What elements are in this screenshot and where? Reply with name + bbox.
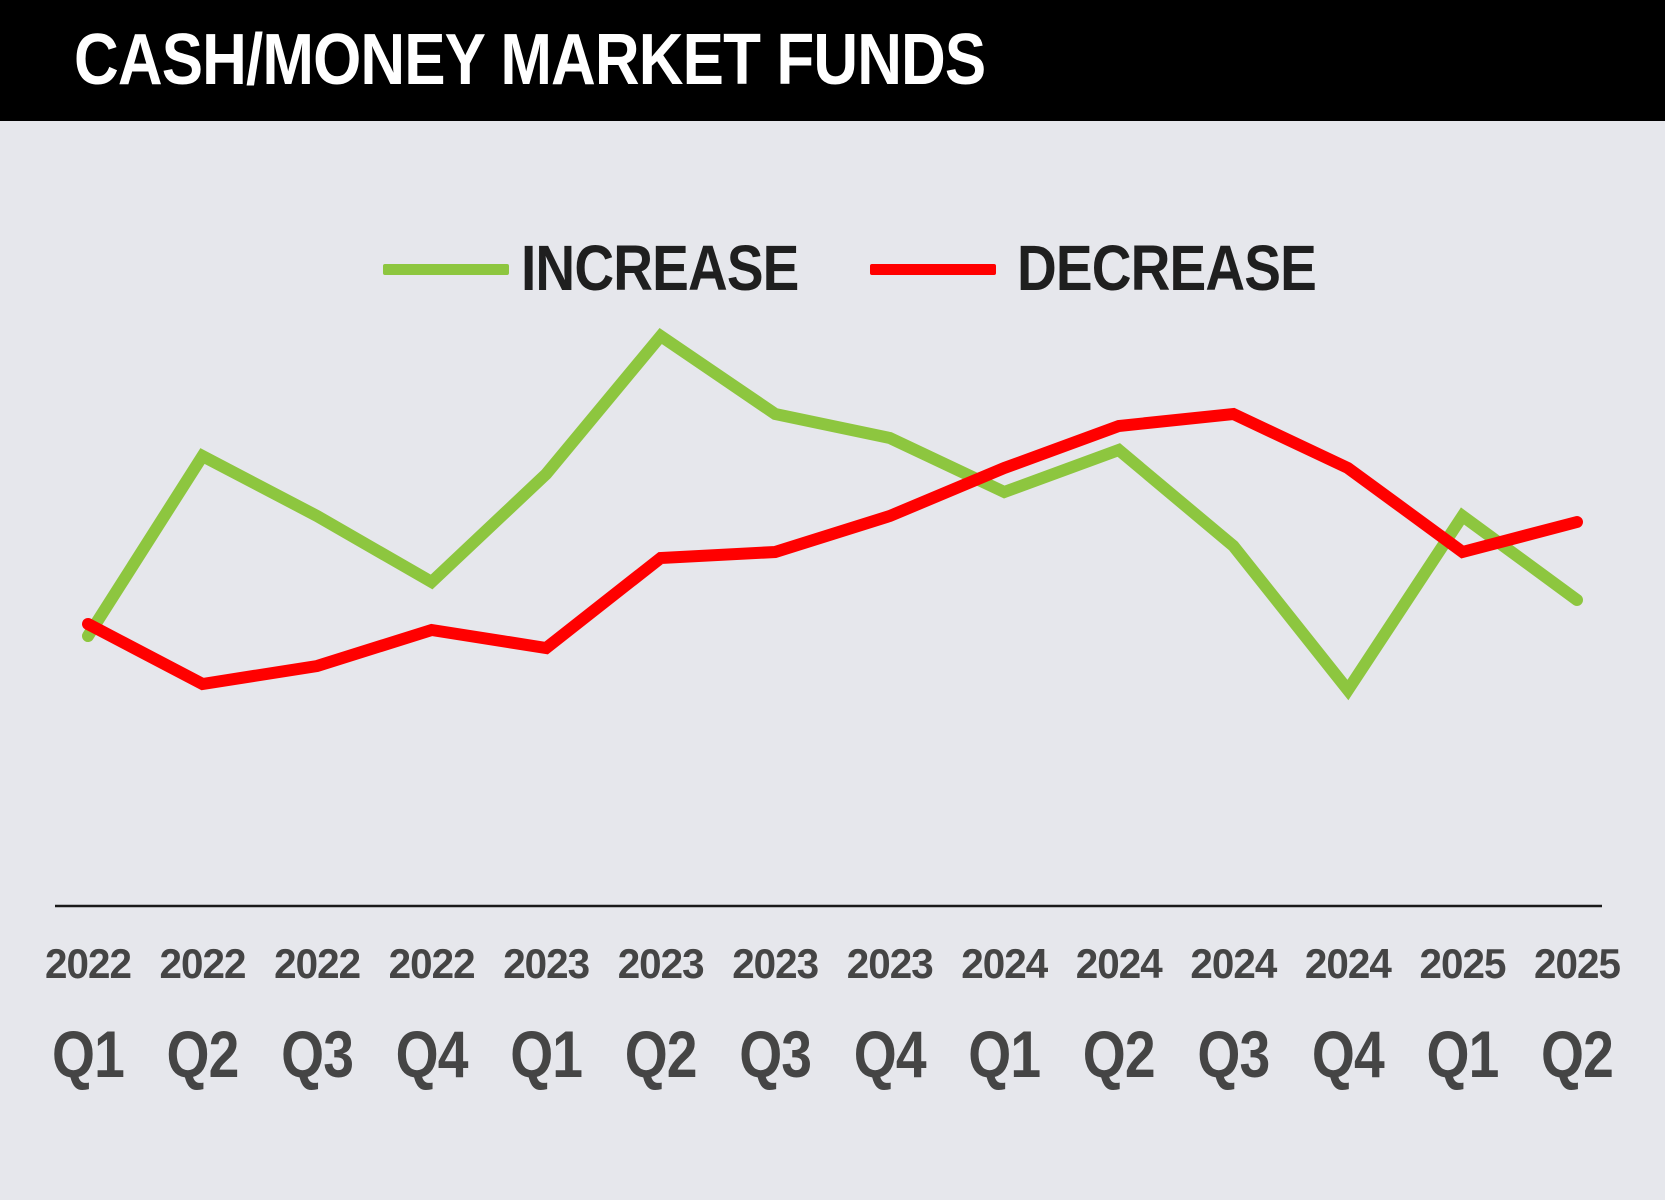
series-line-decrease bbox=[82, 407, 1583, 691]
tick-label-quarter: Q3 bbox=[739, 1017, 811, 1091]
tick-label-year: 2022 bbox=[160, 940, 246, 987]
tick-label-year: 2024 bbox=[1305, 940, 1393, 987]
tick-label-year: 2023 bbox=[847, 940, 933, 987]
tick-label-quarter: Q4 bbox=[854, 1017, 927, 1091]
legend-label-decrease: DECREASE bbox=[1017, 232, 1317, 304]
tick-label-quarter: Q2 bbox=[625, 1017, 697, 1091]
tick-label-year: 2023 bbox=[732, 940, 818, 987]
series-layer bbox=[82, 327, 1583, 701]
tick-label-year: 2024 bbox=[1076, 940, 1164, 987]
series-line-increase bbox=[82, 327, 1583, 701]
chart-title: CASH/MONEY MARKET FUNDS bbox=[74, 20, 986, 100]
legend-swatch-decrease bbox=[870, 264, 996, 275]
tick-label-year: 2024 bbox=[1190, 940, 1278, 987]
legend-label-increase: INCREASE bbox=[521, 232, 799, 304]
tick-label-quarter: Q2 bbox=[167, 1017, 239, 1091]
tick-label-quarter: Q2 bbox=[1541, 1017, 1613, 1091]
tick-label-quarter: Q3 bbox=[1197, 1017, 1269, 1091]
tick-label-year: 2025 bbox=[1534, 940, 1621, 987]
tick-label-year: 2025 bbox=[1420, 940, 1507, 987]
tick-label-year: 2023 bbox=[618, 940, 704, 987]
tick-label-year: 2022 bbox=[45, 940, 131, 987]
tick-label-quarter: Q4 bbox=[396, 1017, 469, 1091]
tick-label-quarter: Q3 bbox=[281, 1017, 353, 1091]
legend-swatch-increase bbox=[383, 264, 509, 275]
header-bar: CASH/MONEY MARKET FUNDS bbox=[0, 0, 1665, 121]
tick-label-quarter: Q2 bbox=[1083, 1017, 1155, 1091]
tick-label-quarter: Q1 bbox=[968, 1017, 1040, 1091]
tick-label-year: 2023 bbox=[503, 940, 589, 987]
tick-label-year: 2022 bbox=[389, 940, 475, 987]
tick-label-year: 2024 bbox=[961, 940, 1049, 987]
tick-label-quarter: Q1 bbox=[510, 1017, 582, 1091]
tick-label-quarter: Q4 bbox=[1312, 1017, 1385, 1091]
tick-label-quarter: Q1 bbox=[52, 1017, 124, 1091]
tick-label-quarter: Q1 bbox=[1427, 1017, 1499, 1091]
x-axis-ticks: 2022 Q1 2022 Q2 2022 Q3 2022 Q4 2023 Q1 2023 Q2 2023… bbox=[45, 940, 1622, 1091]
tick-label-year: 2022 bbox=[274, 940, 360, 987]
